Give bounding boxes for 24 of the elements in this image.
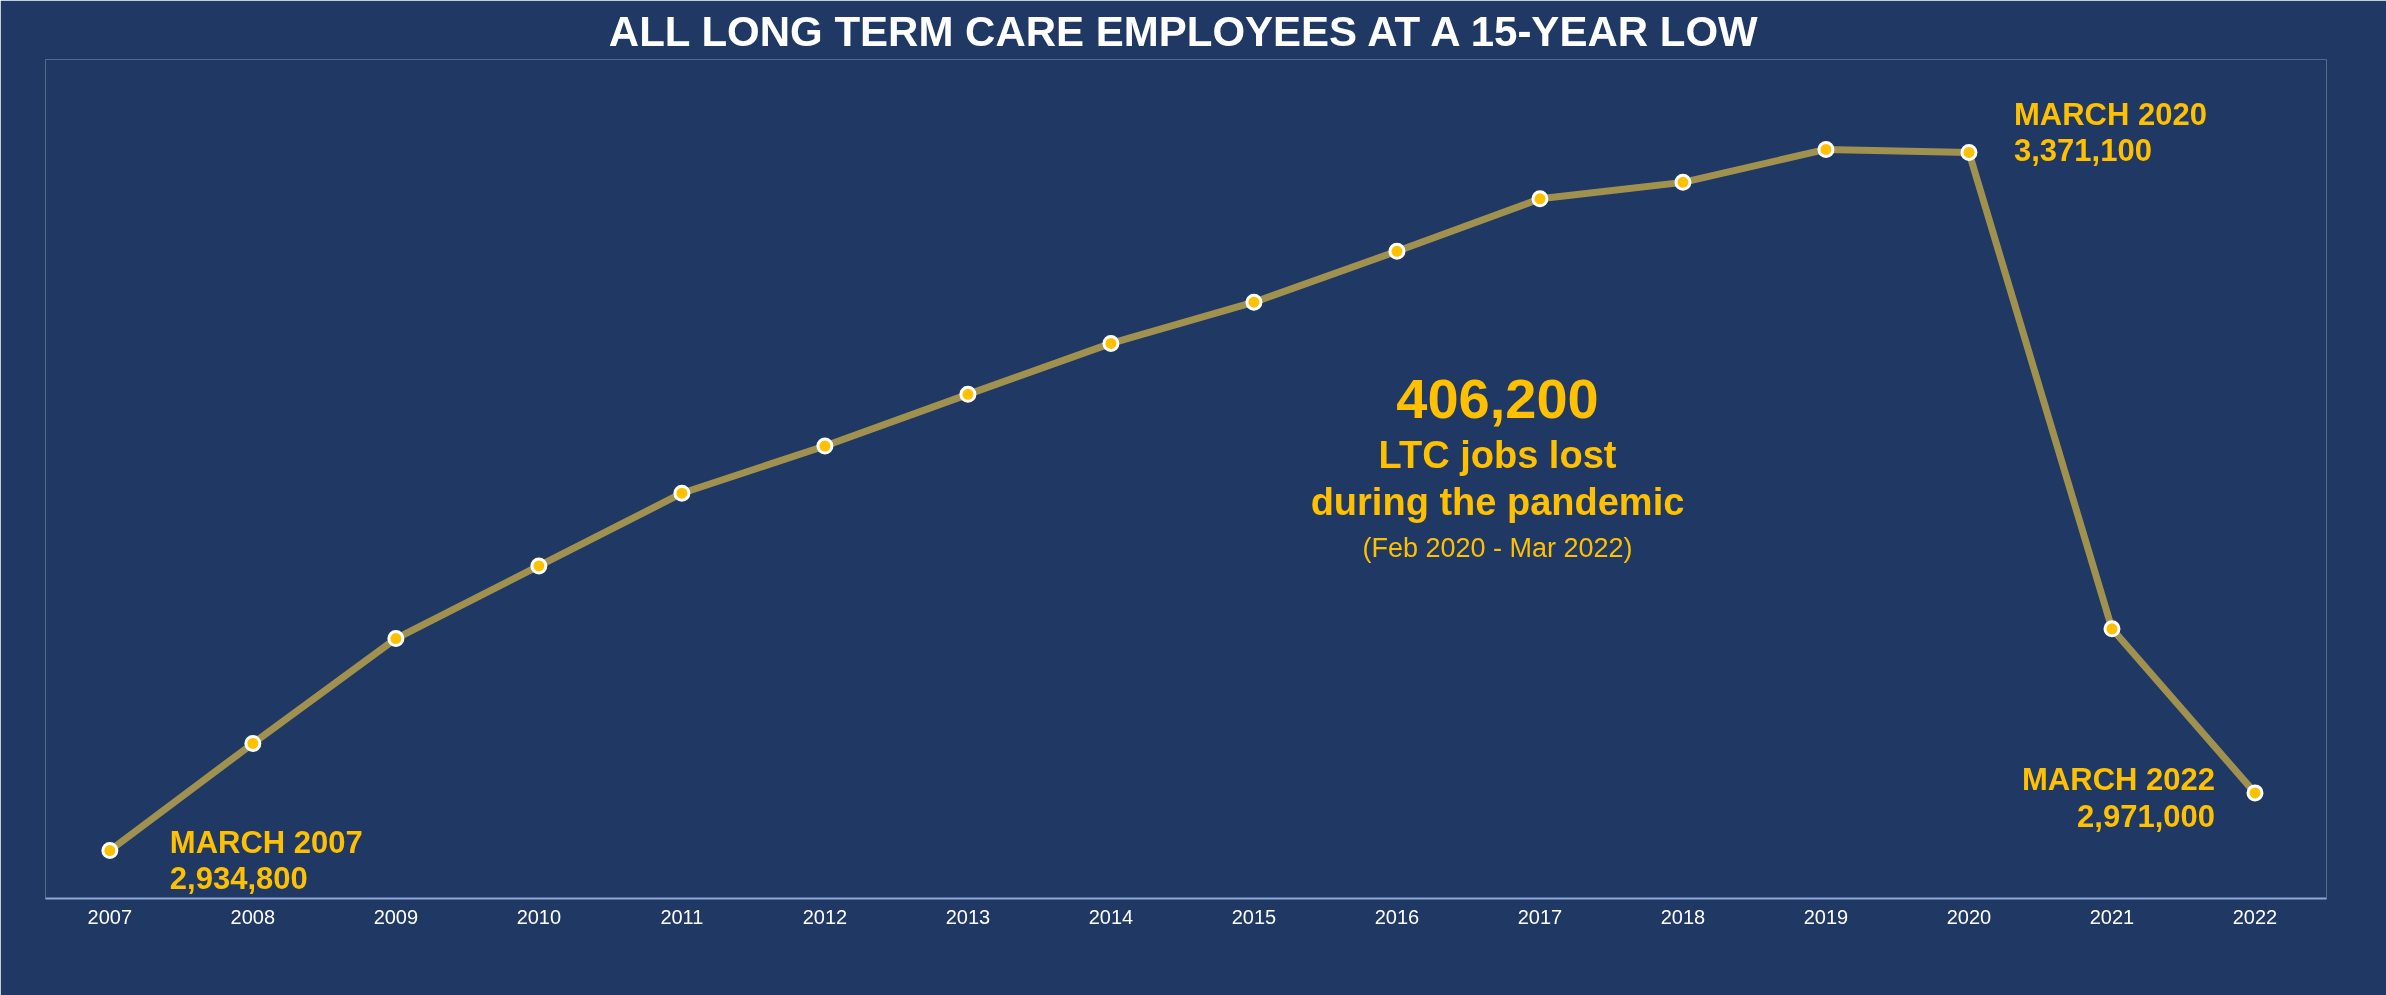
annotation: during the pandemic [1310,480,1685,523]
annotation: 406,200 [1396,366,1599,430]
x-tick-label: 2008 [230,905,276,928]
x-tick-label: 2015 [1231,905,1277,928]
x-tick-label: 2017 [1517,905,1563,928]
x-tick-label: 2021 [2089,905,2135,928]
x-tick-label: 2012 [802,905,848,928]
annotation: MARCH 2022 2,971,000 [2022,762,2216,834]
x-tick-label: 2022 [2232,905,2278,928]
annotation: MARCH 2020 3,371,100 [2013,96,2207,169]
annotation: (Feb 2020 - Mar 2022) [1362,532,1633,563]
chart-title: ALL LONG TERM CARE EMPLOYEES AT A 15-YEAR LOW [608,7,1759,55]
x-tick-label: 2016 [1374,905,1420,928]
x-tick-label: 2013 [945,905,991,928]
x-tick-label: 2007 [87,905,133,928]
x-tick-label: 2011 [660,905,704,928]
x-tick-label: 2014 [1088,905,1134,928]
annotation: MARCH 2007 2,934,800 [169,824,363,897]
x-tick-label: 2009 [373,905,419,928]
x-tick-label: 2018 [1660,905,1706,928]
x-tick-label: 2010 [516,905,562,928]
x-tick-label: 2020 [1946,905,1992,928]
annotation: LTC jobs lost [1378,433,1617,476]
x-tick-label: 2019 [1803,905,1849,928]
